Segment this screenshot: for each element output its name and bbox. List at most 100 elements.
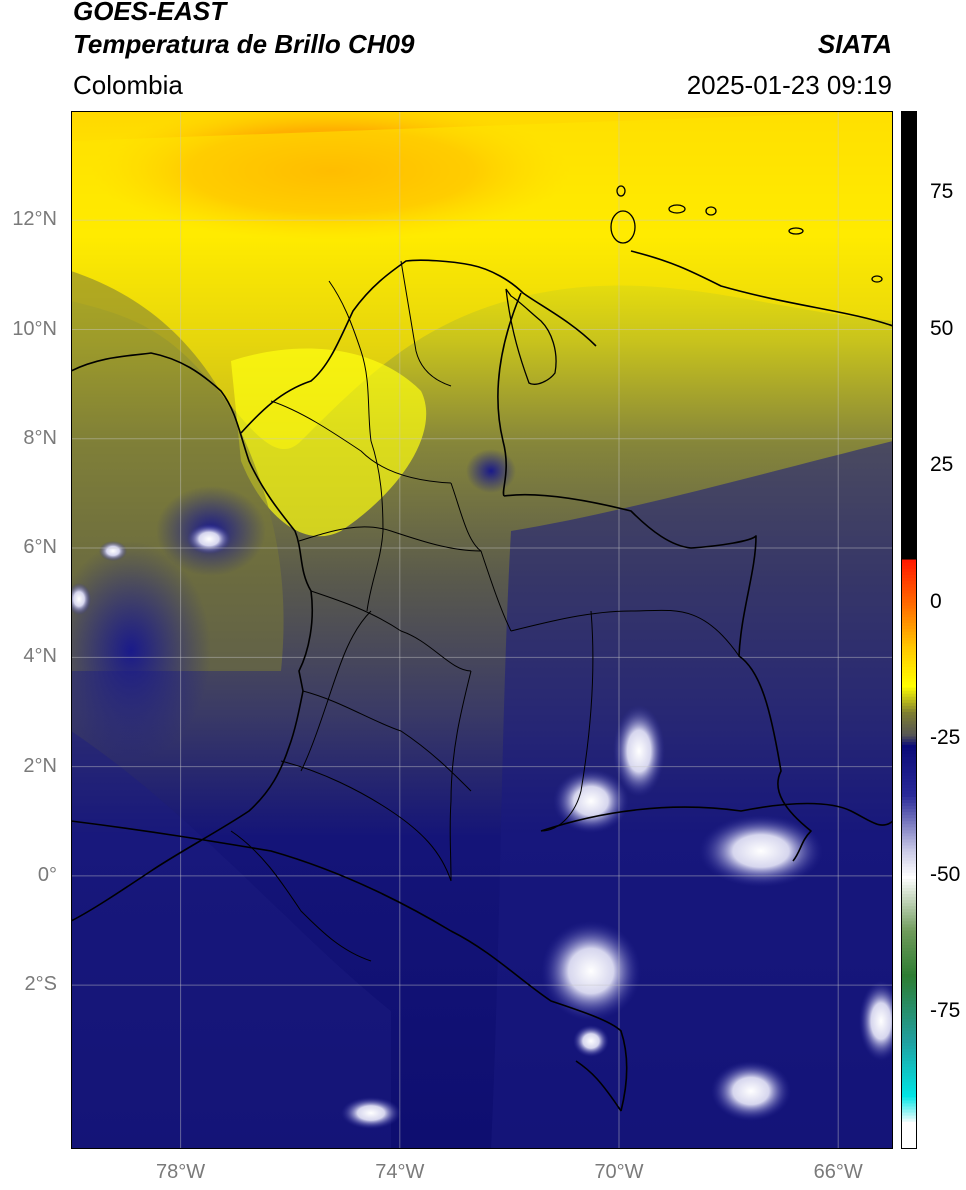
colorbar-segment [901, 516, 917, 521]
colorbar-segment [901, 540, 917, 545]
colorbar-segment [901, 750, 917, 755]
colorbar-segment [901, 279, 917, 283]
colorbar-segment [901, 593, 917, 598]
colorbar-segment [901, 992, 917, 996]
cloud-blob [99, 541, 127, 561]
colorbar-segment [901, 138, 917, 142]
colorbar-segment [901, 195, 917, 199]
colorbar-segment [901, 643, 917, 647]
colorbar-segment [901, 282, 917, 286]
colorbar-segment [901, 225, 917, 229]
colorbar-segment [901, 842, 917, 847]
colorbar-segment [901, 525, 917, 530]
colorbar-segment [901, 249, 917, 253]
cloud-blob [187, 524, 231, 554]
longitude-tick-label: 74°W [375, 1161, 425, 1183]
colorbar-segment [901, 372, 917, 377]
colorbar-segment [901, 378, 917, 383]
colorbar-segment [901, 818, 917, 822]
colorbar-segment [901, 824, 917, 828]
colorbar-segment [901, 693, 917, 698]
colorbar-segment [901, 839, 917, 844]
colorbar-segment [901, 495, 917, 500]
colorbar-segment [901, 857, 917, 862]
colorbar-segment [901, 827, 917, 831]
colorbar-segment [901, 252, 917, 256]
colorbar-segment [901, 781, 917, 786]
colorbar-segment [901, 411, 917, 416]
colorbar-segment [901, 690, 917, 695]
colorbar-segment [901, 357, 917, 362]
map-panel[interactable] [71, 111, 893, 1149]
colorbar-segment [901, 1027, 917, 1032]
colorbar-segment [901, 1103, 917, 1108]
brightness-temperature-field [71, 111, 893, 1149]
colorbar-segment [901, 903, 917, 907]
colorbar-segment [901, 330, 917, 335]
colorbar-segment [901, 724, 917, 729]
colorbar-segment [901, 815, 917, 819]
colorbar-segment [901, 1145, 917, 1149]
colorbar-segment [901, 625, 917, 630]
colorbar-segment [901, 623, 917, 627]
colorbar-segment [901, 426, 917, 431]
colorbar-segment [901, 288, 917, 292]
colorbar-segment [901, 123, 917, 127]
colorbar-segment [901, 270, 917, 274]
colorbar-segment [901, 300, 917, 305]
colorbar-segment [901, 845, 917, 850]
colorbar-segment [901, 730, 917, 735]
colorbar-segment [901, 291, 917, 296]
colorbar-segment [901, 159, 917, 163]
colorbar-segment [901, 924, 917, 929]
colorbar-segment [901, 273, 917, 277]
colorbar-segment [901, 474, 917, 479]
map-frame [71, 111, 893, 1149]
colorbar-segment [901, 1015, 917, 1020]
colorbar-segment [901, 559, 917, 564]
colorbar-segment [901, 1006, 917, 1011]
colorbar-segment [901, 681, 917, 686]
colorbar-segment [901, 649, 917, 653]
colorbar-segment [901, 231, 917, 235]
colorbar-segment [901, 995, 917, 999]
product-title: Temperatura de Brillo CH09 [73, 29, 415, 59]
colorbar-segment [901, 363, 917, 368]
colorbar-segment [901, 351, 917, 356]
colorbar-segment [901, 1121, 917, 1126]
colorbar-segment [901, 634, 917, 639]
colorbar-segment [901, 793, 917, 798]
colorbar-segment [901, 1064, 917, 1068]
colorbar-segment [901, 760, 917, 764]
colorbar-segment [901, 1018, 917, 1023]
colorbar-segment [901, 1115, 917, 1120]
colorbar-segment [901, 339, 917, 344]
colorbar-segment [901, 1033, 917, 1038]
colorbar-segment [901, 608, 917, 613]
colorbar-segment [901, 986, 917, 990]
colorbar-segment [901, 812, 917, 816]
colorbar-segment [901, 599, 917, 604]
colorbar-segment [901, 228, 917, 232]
colorbar-segment [901, 863, 917, 868]
colorbar-segment [901, 968, 917, 972]
colorbar-segment [901, 246, 917, 250]
colorbar-segment [901, 480, 917, 485]
colorbar-segment [901, 267, 917, 271]
colorbar-segment [901, 860, 917, 865]
colorbar-segment [901, 441, 917, 446]
colorbar-segment [901, 150, 917, 154]
colorbar-segment [901, 962, 917, 967]
colorbar-tick-label: 0 [930, 589, 942, 613]
colorbar-segment [901, 1079, 917, 1083]
colorbar-segment [901, 408, 917, 413]
colorbar-segment [901, 219, 917, 223]
colorbar-segment [901, 736, 917, 740]
colorbar-segment [901, 878, 917, 883]
colorbar-segment [901, 891, 917, 895]
colorbar-segment [901, 784, 917, 789]
colorbar-segment [901, 684, 917, 689]
latitude-tick-label: 4°N [23, 645, 57, 668]
colorbar-segment [901, 120, 917, 124]
colorbar-segment [901, 727, 917, 732]
